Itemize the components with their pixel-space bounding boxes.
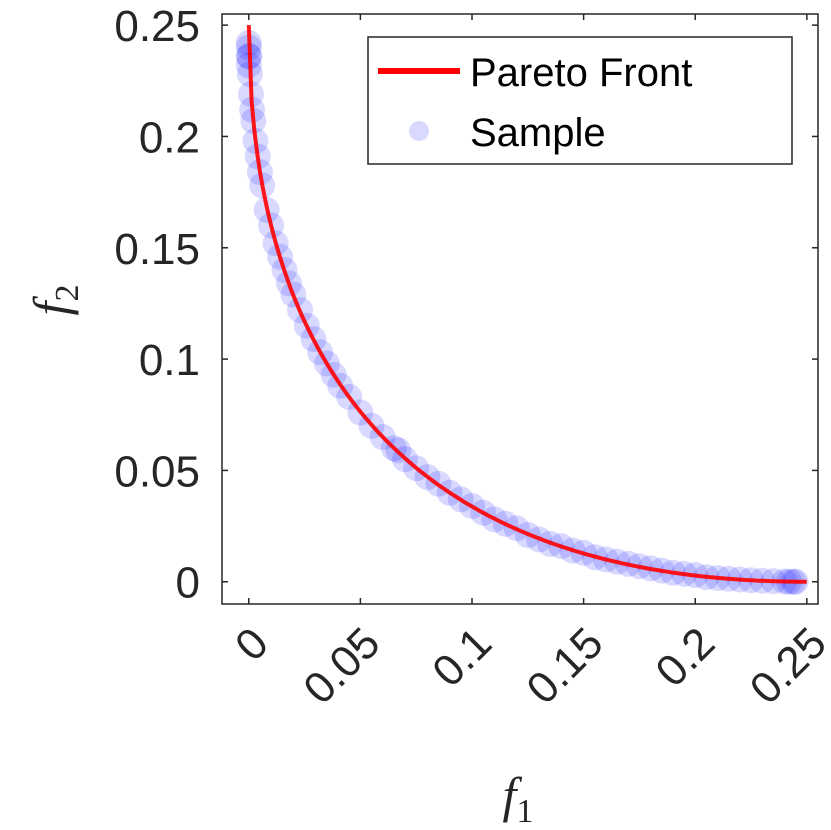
y-axis-ticks: 0 0.05 0.1 0.15 0.2 0.25 <box>114 2 818 608</box>
y-axis-label-sub: 2 <box>49 285 86 302</box>
y-tick-label: 0 <box>176 559 200 608</box>
legend: Pareto Front Sample <box>367 36 793 165</box>
y-tick-label: 0.2 <box>139 113 200 162</box>
y-tick-label: 0.15 <box>114 225 200 274</box>
x-axis-label-sub: 1 <box>516 793 533 830</box>
y-tick-label: 0.05 <box>114 447 200 496</box>
y-tick-label: 0.25 <box>114 2 200 51</box>
legend-box <box>367 36 793 165</box>
pareto-front-line <box>246 25 807 584</box>
y-tick-label: 0.1 <box>139 336 200 385</box>
legend-pareto-label: Pareto Front <box>470 51 692 95</box>
legend-sample-label: Sample <box>470 111 606 155</box>
legend-sample-swatch <box>409 121 429 141</box>
